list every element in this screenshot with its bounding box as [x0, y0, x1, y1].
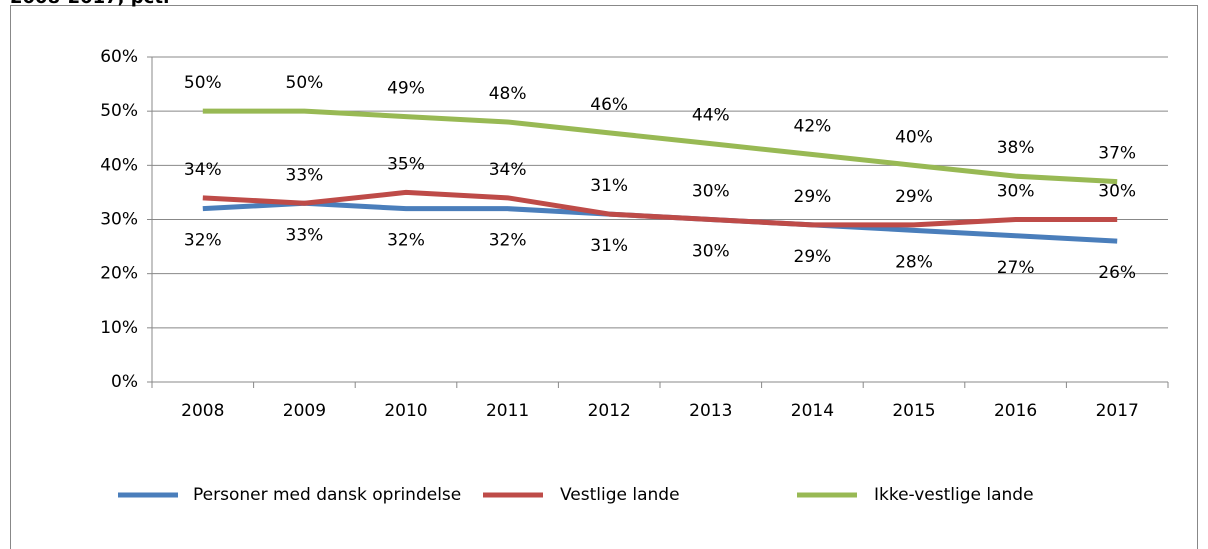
- data-label: 32%: [184, 231, 222, 251]
- data-label: 48%: [489, 84, 527, 104]
- y-tick-label: 50%: [100, 101, 138, 121]
- x-tick-label: 2012: [588, 401, 631, 421]
- y-tick-label: 40%: [100, 155, 138, 175]
- title-bg: [0, 0, 300, 5]
- series-line: [202, 189, 1118, 228]
- data-label: 30%: [997, 182, 1035, 202]
- x-tick-label: 2016: [994, 401, 1037, 421]
- data-label: 30%: [692, 242, 730, 262]
- x-tick-label: 2008: [181, 401, 224, 421]
- chart-border: [10, 5, 1198, 549]
- legend-label: Vestlige lande: [560, 485, 680, 505]
- data-label: 35%: [387, 154, 425, 174]
- data-label: 33%: [286, 225, 324, 245]
- x-tick-label: 2013: [689, 401, 732, 421]
- data-label: 40%: [895, 127, 933, 147]
- x-tick-label: 2017: [1096, 401, 1139, 421]
- x-tick-label: 2014: [791, 401, 834, 421]
- y-tick-label: 20%: [100, 264, 138, 284]
- y-tick-label: 30%: [100, 210, 138, 230]
- y-tick-label: 60%: [100, 47, 138, 67]
- data-label: 37%: [1098, 144, 1136, 164]
- x-tick-label: 2010: [384, 401, 427, 421]
- data-label: 50%: [184, 73, 222, 93]
- chart-title: 2008-2017, pct.: [10, 0, 170, 8]
- x-tick-label: 2011: [486, 401, 529, 421]
- legend-label: Personer med dansk oprindelse: [193, 485, 461, 505]
- x-tick-label: 2015: [892, 401, 935, 421]
- data-label: 33%: [286, 165, 324, 185]
- data-label: 28%: [895, 252, 933, 272]
- y-tick-label: 10%: [100, 318, 138, 338]
- data-label: 30%: [692, 182, 730, 202]
- data-label: 46%: [590, 95, 628, 115]
- data-label: 34%: [489, 160, 527, 180]
- data-label: 30%: [1098, 182, 1136, 202]
- data-label: 32%: [387, 231, 425, 251]
- data-label: 29%: [794, 187, 832, 207]
- data-label: 26%: [1098, 263, 1136, 283]
- y-tick-label: 0%: [111, 372, 138, 392]
- data-label: 27%: [997, 258, 1035, 278]
- data-label: 50%: [286, 73, 324, 93]
- series-line: [202, 108, 1118, 185]
- data-label: 31%: [590, 176, 628, 196]
- data-label: 32%: [489, 231, 527, 251]
- data-label: 29%: [895, 187, 933, 207]
- data-label: 31%: [590, 236, 628, 256]
- data-label: 38%: [997, 138, 1035, 158]
- data-label: 34%: [184, 160, 222, 180]
- data-label: 42%: [794, 117, 832, 137]
- data-label: 44%: [692, 106, 730, 126]
- data-label: 29%: [794, 247, 832, 267]
- legend-label: Ikke-vestlige lande: [874, 485, 1034, 505]
- x-tick-label: 2009: [283, 401, 326, 421]
- data-label: 49%: [387, 79, 425, 99]
